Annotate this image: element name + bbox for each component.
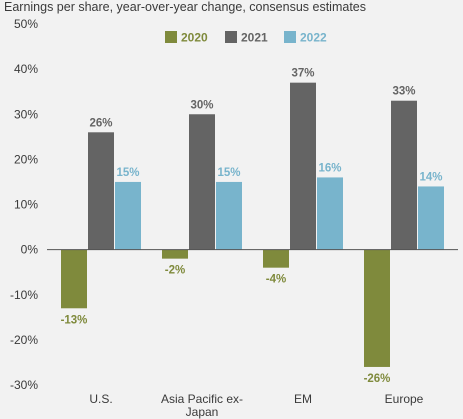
data-label: 15% — [217, 167, 240, 179]
data-label: 16% — [318, 162, 341, 174]
legend-label: 2021 — [241, 31, 268, 45]
data-label: 15% — [116, 167, 139, 179]
data-label: -4% — [266, 274, 286, 286]
data-label: 30% — [190, 99, 213, 111]
bar-2022-3 — [418, 186, 444, 250]
bar-2020-1 — [162, 249, 188, 259]
y-tick-label: 20% — [14, 152, 38, 166]
bar-2022-2 — [317, 177, 343, 250]
y-tick-label: -30% — [10, 378, 38, 392]
legend-label: 2022 — [300, 31, 327, 45]
bar-2020-3 — [364, 249, 390, 367]
bar-2020-0 — [61, 249, 87, 309]
bar-2021-3 — [391, 100, 417, 250]
category-label: Japan — [186, 405, 219, 419]
y-tick-label: 0% — [21, 243, 39, 257]
y-tick-label: 10% — [14, 198, 38, 212]
legend-label: 2020 — [181, 31, 208, 45]
chart-title: Earnings per share, year-over-year chang… — [4, 0, 366, 14]
bar-2022-1 — [216, 181, 242, 250]
y-tick-label: -20% — [10, 333, 38, 347]
category-label: U.S. — [89, 392, 112, 406]
data-label: -26% — [364, 373, 391, 385]
y-tick-label: 30% — [14, 107, 38, 121]
legend-swatch-2022 — [284, 31, 296, 43]
category-label: Europe — [385, 392, 424, 406]
bar-2021-1 — [189, 114, 215, 250]
data-label: 37% — [291, 68, 314, 80]
bar-2021-0 — [88, 132, 114, 250]
y-tick-label: 50% — [14, 17, 38, 31]
legend-swatch-2020 — [165, 31, 177, 43]
data-label: -2% — [165, 265, 185, 277]
data-label: 26% — [89, 117, 112, 129]
legend-swatch-2021 — [225, 31, 237, 43]
data-label: -13% — [61, 314, 88, 326]
data-label: 14% — [419, 171, 442, 183]
bar-2021-2 — [290, 82, 316, 250]
bar-2020-2 — [263, 249, 289, 268]
y-tick-label: 40% — [14, 62, 38, 76]
category-label: Asia Pacific ex- — [161, 392, 243, 406]
category-label: EM — [294, 392, 312, 406]
y-tick-label: -10% — [10, 288, 38, 302]
data-label: 33% — [392, 86, 415, 98]
bar-2022-0 — [115, 181, 141, 250]
